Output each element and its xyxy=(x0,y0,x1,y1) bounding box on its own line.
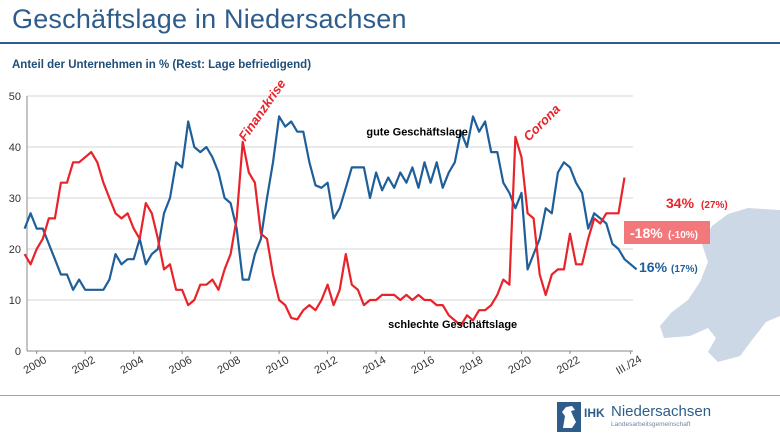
logo-sub-text: Landesarbeitsgemeinschaft xyxy=(611,421,691,428)
annotation-label: Corona xyxy=(520,101,563,144)
saldo-end-prev: (-10%) xyxy=(668,230,698,241)
x-tick-label: 2010 xyxy=(264,354,291,377)
y-tick-label: 10 xyxy=(9,295,21,307)
logo-name-text: Niedersachsen xyxy=(611,403,712,420)
good-end-prev: (17%) xyxy=(671,264,698,275)
x-tick-label: 2022 xyxy=(555,354,582,377)
x-tick-label: 2020 xyxy=(506,354,533,377)
title-divider xyxy=(0,42,780,44)
y-tick-label: 40 xyxy=(9,142,21,154)
horse-logo-icon xyxy=(557,402,581,432)
x-tick-label: 2018 xyxy=(458,354,485,377)
bad-end-value: 34% xyxy=(666,195,695,211)
page-title: Geschäftslage in Niedersachsen xyxy=(12,4,407,34)
x-tick-label: 2002 xyxy=(70,354,97,377)
annotation-label: schlechte Geschäftslage xyxy=(388,319,517,331)
footer-divider xyxy=(0,395,780,396)
annotation-label: gute Geschäftslage xyxy=(366,126,467,138)
x-tick-label: 2012 xyxy=(312,354,339,377)
y-tick-label: 0 xyxy=(15,346,21,358)
series-line-bad xyxy=(23,135,626,327)
y-tick-label: 20 xyxy=(9,244,21,256)
saldo-end-value: -18% xyxy=(630,225,663,241)
good-end-value: 16% xyxy=(639,259,668,275)
ihk-logo: IHK Niedersachsen Landesarbeitsgemeinsch… xyxy=(557,400,711,434)
series-line-good xyxy=(23,115,638,291)
logo-ihk-text: IHK xyxy=(584,406,605,420)
saldo-box xyxy=(624,221,710,244)
y-tick-label: 30 xyxy=(9,193,21,205)
x-tick-label: 2016 xyxy=(409,354,436,377)
x-tick-label: 2004 xyxy=(119,354,146,377)
annotation-label: Finanzkrise xyxy=(235,76,288,143)
y-tick-label: 50 xyxy=(9,91,21,103)
chart-subtitle: Anteil der Unternehmen in % (Rest: Lage … xyxy=(12,59,312,71)
x-tick-label: 2000 xyxy=(22,354,49,377)
x-tick-label: III./24 xyxy=(614,353,644,377)
horse-watermark-icon xyxy=(660,208,780,362)
x-tick-label: 2008 xyxy=(216,354,243,377)
x-tick-label: 2014 xyxy=(361,354,388,377)
x-tick-label: 2006 xyxy=(167,354,194,377)
bad-end-prev: (27%) xyxy=(701,200,728,211)
